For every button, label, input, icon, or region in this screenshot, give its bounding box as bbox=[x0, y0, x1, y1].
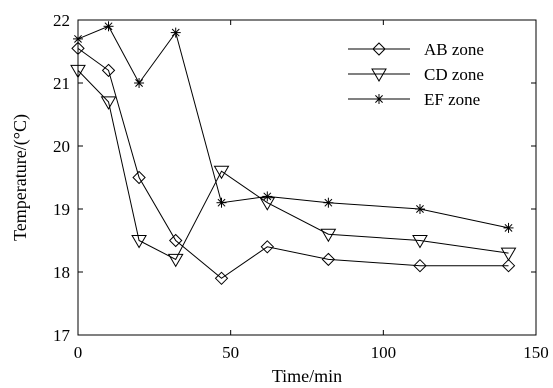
data-point bbox=[101, 63, 116, 78]
legend-label: CD zone bbox=[424, 65, 484, 84]
series-ef-zone bbox=[73, 21, 514, 233]
data-point bbox=[213, 165, 230, 180]
legend-label: AB zone bbox=[424, 40, 484, 59]
x-tick-label: 100 bbox=[371, 343, 397, 362]
series-line bbox=[77, 47, 509, 279]
data-point bbox=[100, 96, 117, 110]
legend-label: EF zone bbox=[424, 90, 480, 109]
data-point bbox=[413, 258, 427, 273]
legend-marker bbox=[372, 42, 386, 56]
data-point bbox=[103, 21, 114, 32]
legend-entry: EF zone bbox=[348, 90, 480, 109]
y-tick-label: 20 bbox=[53, 137, 70, 156]
data-point bbox=[167, 253, 184, 268]
y-axis-label: Temperature/(°C) bbox=[10, 114, 31, 241]
legend-marker bbox=[374, 94, 384, 104]
y-axis-ticks: 17 18 19 20 21 22 bbox=[53, 11, 536, 345]
y-tick-label: 21 bbox=[53, 74, 70, 93]
y-tick-label: 19 bbox=[53, 200, 70, 219]
y-tick-label: 18 bbox=[53, 263, 70, 282]
legend-entry: AB zone bbox=[348, 40, 484, 59]
legend: AB zone CD zone EF zone bbox=[348, 40, 484, 109]
data-point bbox=[132, 170, 146, 185]
data-point bbox=[501, 258, 516, 273]
data-point bbox=[323, 197, 334, 208]
data-point bbox=[170, 27, 181, 38]
x-tick-label: 0 bbox=[74, 343, 83, 362]
x-axis-label: Time/min bbox=[272, 366, 342, 386]
data-point bbox=[216, 197, 227, 208]
legend-marker bbox=[371, 68, 387, 82]
legend-entry: CD zone bbox=[348, 65, 484, 84]
data-point bbox=[412, 235, 428, 249]
x-tick-label: 150 bbox=[523, 343, 549, 362]
y-tick-label: 22 bbox=[53, 11, 70, 30]
x-tick-label: 50 bbox=[222, 343, 239, 362]
series-layer bbox=[70, 21, 517, 286]
plot-frame bbox=[77, 19, 537, 336]
data-point bbox=[262, 191, 273, 202]
y-tick-label: 17 bbox=[53, 326, 71, 345]
series-cd-zone bbox=[70, 64, 517, 268]
series-ab-zone bbox=[71, 41, 516, 286]
data-point bbox=[320, 228, 337, 243]
data-point bbox=[214, 271, 229, 286]
data-point bbox=[503, 222, 514, 233]
data-point bbox=[414, 204, 425, 214]
data-point bbox=[500, 247, 517, 262]
data-point bbox=[260, 240, 275, 254]
series-line bbox=[77, 70, 509, 261]
data-point bbox=[168, 233, 183, 248]
data-point bbox=[134, 78, 145, 88]
data-point bbox=[131, 235, 147, 249]
data-point bbox=[321, 252, 336, 267]
